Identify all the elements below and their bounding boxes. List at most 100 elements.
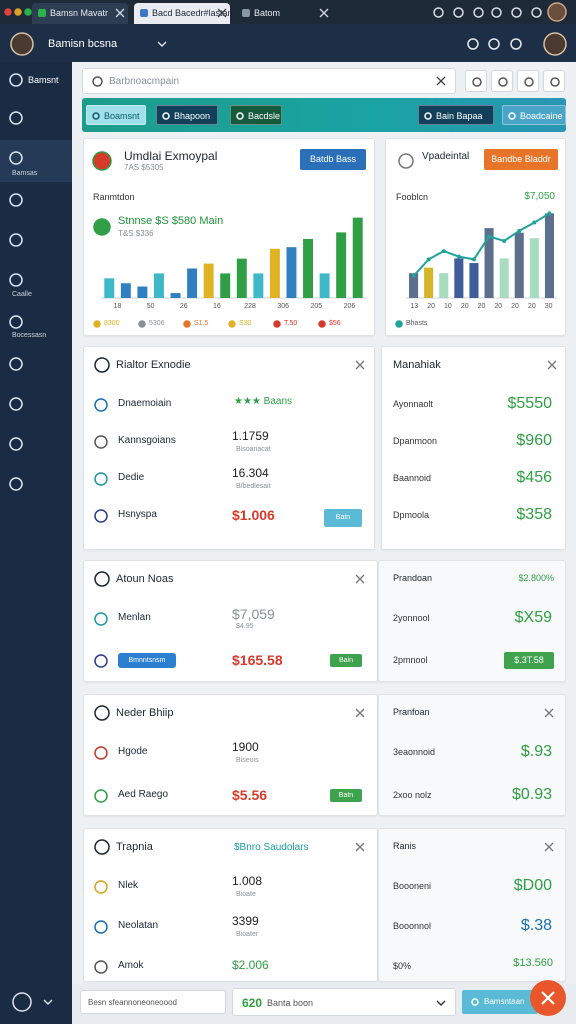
- sidebar-icon: [9, 357, 23, 371]
- toolbar-button-label: Bacdsle: [248, 111, 281, 121]
- close-icon[interactable]: [544, 842, 554, 852]
- toolbar-icon-button[interactable]: [465, 70, 487, 92]
- button-icon: [498, 77, 508, 87]
- sidebar-icon: [9, 315, 23, 329]
- row-button[interactable]: Batn: [330, 789, 362, 802]
- card-button[interactable]: Batdb Bass: [300, 149, 366, 170]
- trend-point: [471, 257, 476, 262]
- row-icon: [94, 654, 108, 668]
- toolbar-icon-button[interactable]: [543, 70, 565, 92]
- toolbar-icon-button[interactable]: [491, 70, 513, 92]
- footer-input[interactable]: Besn sfeannoneoneoood: [80, 990, 226, 1014]
- chevron-stroke: [43, 999, 53, 1005]
- header-avatar: [543, 32, 567, 56]
- close-icon[interactable]: [544, 708, 554, 718]
- header-icon: [488, 38, 500, 50]
- row-value: ★★★ Baans: [234, 396, 293, 407]
- close-icon[interactable]: [547, 360, 557, 370]
- close-stroke: [319, 8, 329, 18]
- panel-title: Prandoan: [393, 573, 433, 583]
- browser-icon: [472, 6, 484, 18]
- x-label: 30: [544, 303, 553, 310]
- x-label: 20: [494, 303, 503, 310]
- toolbar-button[interactable]: Bain Bapaa: [418, 105, 494, 125]
- close-icon[interactable]: [217, 8, 227, 18]
- row-value: $7,059: [232, 606, 275, 622]
- close-fab[interactable]: [530, 980, 566, 1016]
- row-button[interactable]: Batn: [324, 509, 362, 527]
- x-label: 13: [410, 303, 419, 310]
- browser-tab[interactable]: Bacd Bacedr#lastan: [134, 3, 233, 24]
- footer-button[interactable]: Bamsntaan: [462, 990, 538, 1014]
- close-icon[interactable]: [436, 76, 446, 86]
- button-icon: [236, 112, 244, 120]
- panel-title: Rialtor Exnodie: [116, 359, 191, 371]
- sidebar-label[interactable]: Bamsas: [12, 170, 38, 177]
- close-icon[interactable]: [355, 708, 365, 718]
- x-label: 228: [244, 303, 256, 310]
- chart-plot: [101, 217, 366, 299]
- search-box[interactable]: Barbnoacmpain: [82, 68, 456, 94]
- row-icon: [94, 746, 108, 760]
- chevron-icon[interactable]: [157, 41, 167, 47]
- row-badge[interactable]: Bmnntsnsm: [118, 653, 176, 668]
- card-button[interactable]: Bandbe Bladdr: [484, 149, 558, 170]
- toolbar-button-label: Bhapoon: [174, 111, 211, 121]
- sidebar-icon: [9, 193, 23, 207]
- window-dot: [24, 8, 32, 16]
- browser-icon: [432, 6, 444, 18]
- chevron-icon[interactable]: [436, 1000, 446, 1006]
- chevron-stroke: [157, 41, 167, 47]
- close-icon[interactable]: [355, 360, 365, 370]
- x-label: 16: [213, 303, 221, 310]
- close-icon[interactable]: [355, 574, 365, 584]
- x-label: 50: [146, 303, 155, 310]
- bar: [137, 286, 148, 298]
- legend-swatch: [138, 320, 146, 328]
- legend-label: 5306: [149, 320, 165, 327]
- chevron-icon[interactable]: [43, 999, 53, 1005]
- toolbar-icon-button[interactable]: [517, 70, 539, 92]
- footer-select[interactable]: 620 Banta boon: [232, 988, 456, 1016]
- tab-favicon: [140, 9, 148, 17]
- bar: [187, 268, 198, 298]
- toolbar-button-label: Boamsnt: [104, 111, 140, 121]
- row-icon: [94, 398, 108, 412]
- chart-card: Umdlai Exmoypal 7AS $5305 Batdb Bass Ranmtd…: [83, 138, 375, 336]
- sidebar-icon: [9, 151, 23, 165]
- trend-point: [502, 238, 507, 243]
- panel-left: Neder Bhiip Hgode 1900 Biseuis Aed Raego $5.5…: [83, 694, 378, 816]
- header-icon: [467, 38, 479, 50]
- button-icon: [550, 77, 560, 87]
- bar: [104, 278, 115, 298]
- sidebar-info: [12, 992, 32, 1012]
- toolbar-button[interactable]: Bhapoon: [156, 105, 218, 125]
- browser-tab[interactable]: Batom: [236, 3, 332, 24]
- sidebar-label[interactable]: Bamsnt: [28, 75, 59, 85]
- row-label: Menlan: [118, 612, 151, 623]
- row-icon: [94, 920, 108, 934]
- toolbar-button[interactable]: Boamsnt: [86, 105, 146, 125]
- value-button[interactable]: $.3T.58: [504, 652, 554, 669]
- browser-tab[interactable]: Bamsn Mavatr: [32, 3, 128, 24]
- card-title: Umdlai Exmoypal: [124, 149, 218, 163]
- bar: [286, 247, 297, 298]
- close-icon[interactable]: [355, 842, 365, 852]
- sidebar-label[interactable]: Bocessasn: [12, 332, 47, 339]
- close-icon[interactable]: [319, 8, 329, 18]
- close-icon[interactable]: [115, 8, 125, 18]
- button-icon: [550, 77, 560, 87]
- kpi-sub: T&S $336: [118, 229, 154, 238]
- browser-icon: [490, 6, 502, 18]
- button-icon: [471, 998, 479, 1006]
- row-button[interactable]: Bain: [330, 654, 362, 667]
- toolbar-button[interactable]: Boadcaine: [502, 105, 566, 125]
- toolbar-button[interactable]: Bacdsle: [230, 105, 282, 125]
- account-name[interactable]: Bamisn bcsna: [48, 38, 118, 50]
- row-icon: [94, 509, 108, 523]
- sidebar-icon: [9, 233, 23, 247]
- sidebar-label[interactable]: Caalle: [12, 291, 32, 298]
- chart-label: Fooblcn: [396, 192, 429, 202]
- bar: [154, 273, 164, 298]
- bar: [439, 273, 449, 298]
